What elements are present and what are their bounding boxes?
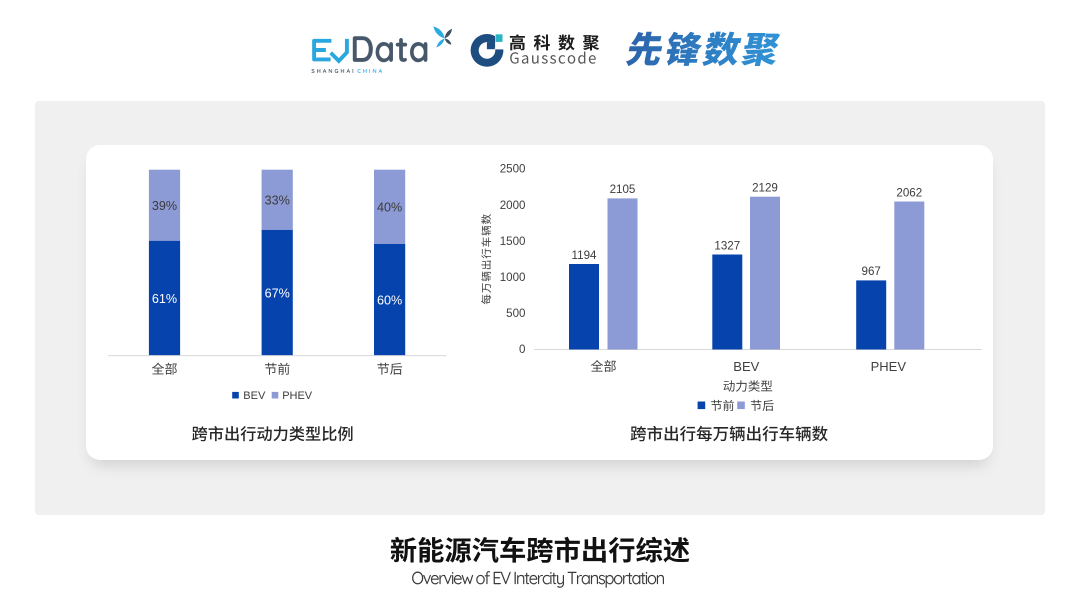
svg-text:40%: 40% (377, 201, 402, 215)
svg-text:2500: 2500 (500, 163, 526, 176)
svg-text:1000: 1000 (500, 271, 526, 284)
svg-text:500: 500 (506, 307, 525, 320)
svg-text:33%: 33% (265, 194, 290, 208)
svg-text:60%: 60% (377, 294, 402, 308)
svg-text:2129: 2129 (752, 182, 778, 195)
svg-text:BEV: BEV (733, 359, 759, 374)
svg-text:61%: 61% (152, 292, 177, 306)
svg-text:BEV: BEV (243, 390, 266, 402)
svg-text:PHEV: PHEV (871, 359, 907, 374)
svg-text:2062: 2062 (896, 186, 922, 199)
svg-text:2000: 2000 (500, 199, 526, 212)
svg-text:2105: 2105 (610, 183, 636, 196)
svg-text:1500: 1500 (500, 235, 526, 248)
svg-text:1194: 1194 (572, 249, 597, 262)
svg-text:PHEV: PHEV (282, 390, 313, 402)
svg-text:39%: 39% (152, 199, 177, 213)
svg-text:67%: 67% (265, 286, 290, 300)
svg-text:1327: 1327 (714, 239, 740, 252)
svg-text:967: 967 (862, 265, 881, 278)
svg-text:0: 0 (519, 343, 525, 356)
